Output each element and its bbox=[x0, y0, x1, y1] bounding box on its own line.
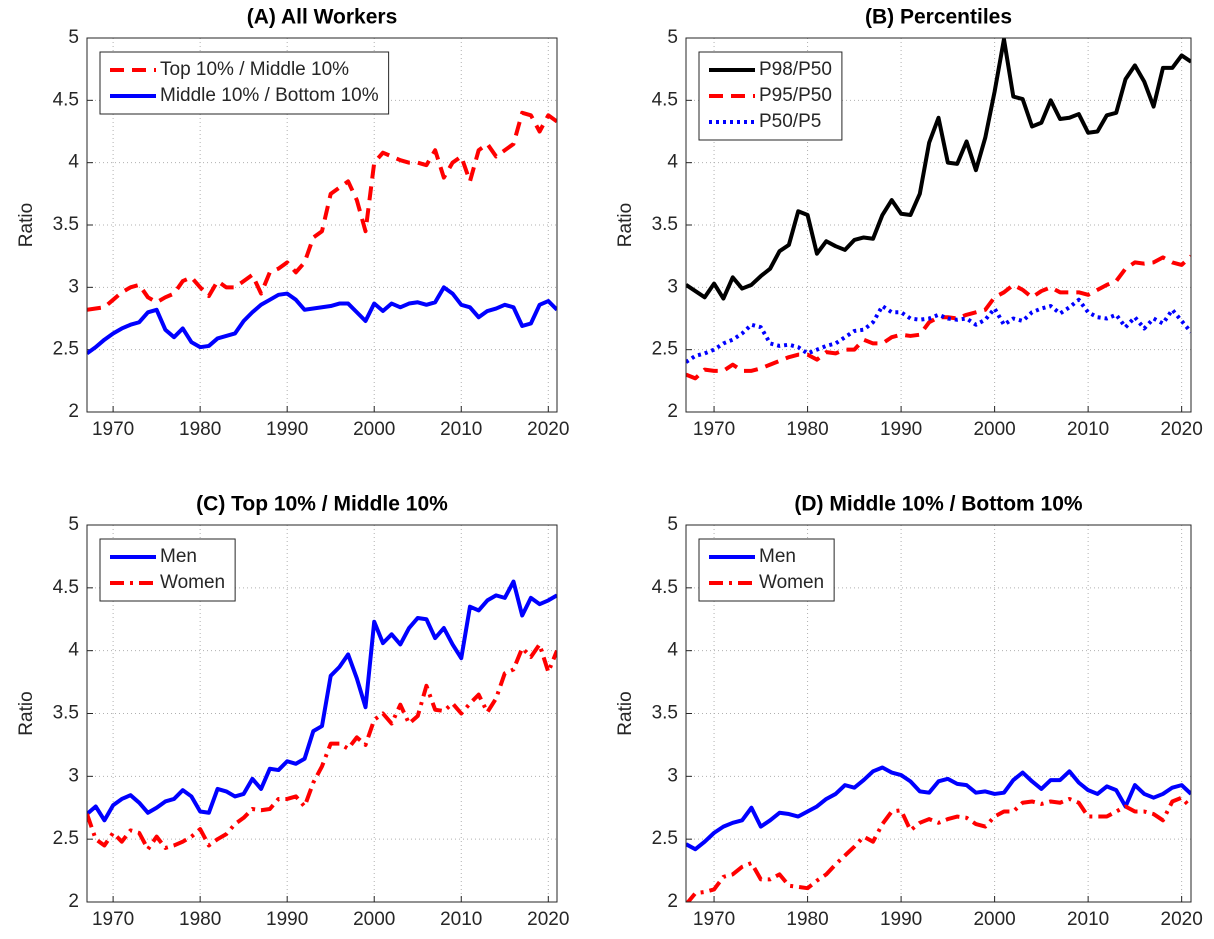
y-tick-label: 5 bbox=[68, 514, 79, 535]
legend-label: Men bbox=[759, 546, 796, 567]
panel: 2 2.5 3 3.5 4 4.5 5 1970 1980 1990 2000 2010 2020 P98… bbox=[615, 6, 1203, 440]
x-tick-label: 2020 bbox=[527, 909, 569, 930]
y-tick-label: 2 bbox=[667, 891, 678, 912]
series-line bbox=[87, 285, 557, 356]
series-line bbox=[87, 110, 557, 312]
x-tick-label: 2010 bbox=[1067, 909, 1109, 930]
y-tick-label: 5 bbox=[667, 514, 678, 535]
x-tick-label: 1980 bbox=[179, 909, 221, 930]
y-tick-label: 3 bbox=[68, 276, 79, 297]
axes-frame bbox=[685, 524, 1192, 903]
legend-label: Top 10% / Middle 10% bbox=[160, 59, 349, 80]
y-tick-label: 5 bbox=[68, 27, 79, 48]
y-axis-label: Ratio bbox=[16, 203, 37, 247]
legend-box bbox=[99, 51, 390, 115]
x-tick-label: 1980 bbox=[786, 419, 828, 440]
x-tick-label: 2020 bbox=[527, 419, 569, 440]
y-tick-label: 2.5 bbox=[652, 339, 678, 360]
series-line bbox=[686, 38, 1191, 301]
chart-title: (D) Middle 10% / Bottom 10% bbox=[794, 493, 1083, 516]
y-tick-label: 4.5 bbox=[652, 577, 678, 598]
x-tick-label: 2000 bbox=[353, 909, 395, 930]
panel: 2 2.5 3 3.5 4 4.5 5 1970 1980 1990 2000 2010 2020 Men… bbox=[16, 493, 569, 930]
x-tick-label: 1970 bbox=[693, 909, 735, 930]
x-tick-label: 1980 bbox=[786, 909, 828, 930]
x-tick-label: 1980 bbox=[179, 419, 221, 440]
x-tick-label: 2020 bbox=[1161, 419, 1203, 440]
y-tick-label: 3.5 bbox=[53, 703, 79, 724]
x-tick-label: 2020 bbox=[1161, 909, 1203, 930]
x-tick-label: 1970 bbox=[92, 909, 134, 930]
x-tick-label: 1990 bbox=[266, 419, 308, 440]
y-tick-label: 2.5 bbox=[53, 339, 79, 360]
y-tick-label: 2 bbox=[68, 891, 79, 912]
x-tick-label: 1990 bbox=[880, 909, 922, 930]
y-axis-label: Ratio bbox=[615, 691, 636, 735]
y-tick-label: 4 bbox=[68, 152, 79, 173]
x-tick-label: 1990 bbox=[880, 419, 922, 440]
y-tick-label: 4 bbox=[667, 640, 678, 661]
chart-title: (A) All Workers bbox=[247, 6, 398, 29]
x-tick-label: 2010 bbox=[440, 419, 482, 440]
x-tick-label: 2000 bbox=[973, 909, 1015, 930]
y-tick-label: 3 bbox=[667, 765, 678, 786]
panel: 2 2.5 3 3.5 4 4.5 5 1970 1980 1990 2000 2010 2020 Top… bbox=[16, 6, 569, 440]
legend-label: Women bbox=[759, 572, 824, 593]
y-axis-label: Ratio bbox=[16, 691, 37, 735]
legend-label: P50/P5 bbox=[759, 111, 821, 132]
axes-frame bbox=[86, 37, 558, 413]
x-tick-label: 2000 bbox=[973, 419, 1015, 440]
series-line bbox=[686, 795, 1191, 902]
legend: P98/P50 P95/P50 P50/P5 bbox=[698, 51, 843, 141]
y-tick-label: 5 bbox=[667, 27, 678, 48]
legend: Top 10% / Middle 10% Middle 10% / Bottom … bbox=[99, 51, 390, 115]
x-tick-label: 2010 bbox=[1067, 419, 1109, 440]
legend-label: P98/P50 bbox=[759, 59, 832, 80]
y-tick-label: 4.5 bbox=[53, 89, 79, 110]
series-line bbox=[87, 579, 557, 823]
x-tick-label: 2000 bbox=[353, 419, 395, 440]
series-line bbox=[87, 642, 557, 852]
series-line bbox=[686, 297, 1191, 364]
x-tick-label: 1990 bbox=[266, 909, 308, 930]
y-tick-label: 2 bbox=[667, 401, 678, 422]
legend-label: Middle 10% / Bottom 10% bbox=[160, 85, 379, 106]
legend-box bbox=[99, 538, 236, 602]
y-tick-label: 4.5 bbox=[652, 89, 678, 110]
y-tick-label: 3.5 bbox=[53, 214, 79, 235]
y-tick-label: 2.5 bbox=[652, 828, 678, 849]
legend: Men Women bbox=[99, 538, 236, 602]
legend-label: P95/P50 bbox=[759, 85, 832, 106]
y-tick-label: 3 bbox=[667, 276, 678, 297]
legend-label: Men bbox=[160, 546, 197, 567]
y-tick-label: 2.5 bbox=[53, 828, 79, 849]
y-axis-label: Ratio bbox=[615, 203, 636, 247]
y-tick-label: 3 bbox=[68, 765, 79, 786]
y-tick-label: 4 bbox=[667, 152, 678, 173]
y-tick-label: 3.5 bbox=[652, 214, 678, 235]
x-tick-label: 1970 bbox=[92, 419, 134, 440]
legend-label: Women bbox=[160, 572, 225, 593]
series-line bbox=[686, 765, 1191, 852]
y-tick-label: 3.5 bbox=[652, 703, 678, 724]
y-tick-label: 4.5 bbox=[53, 577, 79, 598]
y-tick-label: 4 bbox=[68, 640, 79, 661]
x-tick-label: 1970 bbox=[693, 419, 735, 440]
axes-frame bbox=[86, 524, 558, 903]
panel: 2 2.5 3 3.5 4 4.5 5 1970 1980 1990 2000 2010 2020 Men… bbox=[615, 493, 1203, 930]
y-tick-label: 2 bbox=[68, 401, 79, 422]
axes-frame bbox=[685, 37, 1192, 413]
series-line bbox=[686, 254, 1191, 381]
x-tick-label: 2010 bbox=[440, 909, 482, 930]
chart-title: (C) Top 10% / Middle 10% bbox=[196, 493, 448, 516]
legend: Men Women bbox=[698, 538, 835, 602]
chart-title: (B) Percentiles bbox=[865, 6, 1012, 29]
legend-box bbox=[698, 538, 835, 602]
